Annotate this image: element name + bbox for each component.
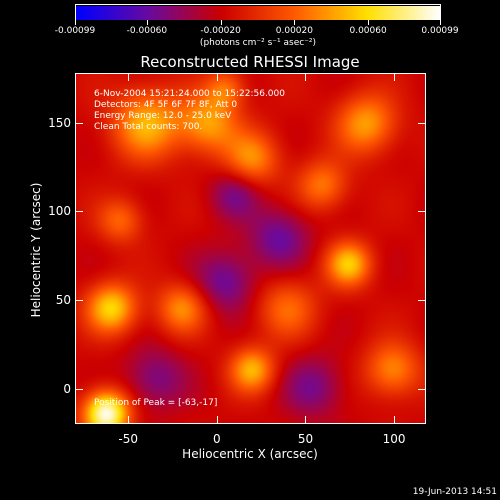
colorbar (75, 4, 441, 20)
x-tick (305, 416, 307, 424)
peak-position-label: Position of Peak = [-63,-17] (94, 398, 218, 408)
colorbar-tick-label: 0.00099 (421, 26, 459, 36)
x-tick (394, 416, 396, 424)
y-tick (418, 388, 426, 390)
colorbar-tick-label: 0.00020 (275, 26, 313, 36)
x-axis-label: Heliocentric X (arcsec) (182, 447, 318, 461)
x-tick (216, 73, 218, 81)
y-tick-label: 150 (48, 115, 71, 130)
annotation-time-range: 6-Nov-2004 15:21:24.000 to 15:22:56.000 (94, 89, 285, 99)
colorbar-tick (75, 20, 76, 25)
annotation-detectors: Detectors: 4F 5F 6F 7F 8F, Att 0 (94, 100, 238, 110)
y-tick-label: 50 (55, 292, 71, 307)
timestamp: 19-Jun-2013 14:51 (412, 487, 497, 497)
colorbar-tick-label: -0.00020 (200, 26, 241, 36)
colorbar-tick (368, 20, 370, 25)
x-tick-label: 0 (212, 432, 221, 446)
y-tick-label: 100 (48, 204, 71, 219)
plot-area (75, 73, 426, 424)
annotation-total-counts: Clean Total counts: 700. (94, 122, 203, 132)
x-tick (305, 73, 307, 81)
colorbar-tick (440, 20, 441, 25)
y-tick (75, 211, 83, 213)
annotation-energy-range: Energy Range: 12.0 - 25.0 keV (94, 111, 232, 121)
colorbar-tick-label: -0.00099 (54, 26, 96, 36)
x-tick (216, 416, 218, 424)
chart-title: Reconstructed RHESSI Image (140, 53, 360, 71)
y-tick-label: 0 (63, 381, 71, 396)
y-tick (418, 299, 426, 301)
x-tick-label: 100 (382, 432, 406, 446)
colorbar-tick-label: 0.00060 (349, 26, 387, 36)
y-tick (418, 122, 426, 124)
y-tick (75, 388, 83, 390)
y-tick (418, 211, 426, 213)
colorbar-tick (294, 20, 296, 25)
x-tick-label: -50 (118, 432, 138, 446)
x-tick (394, 73, 396, 81)
y-tick (75, 122, 83, 124)
heatmap-image (76, 74, 425, 423)
y-tick (75, 299, 83, 301)
colorbar-gradient (76, 6, 440, 20)
x-tick (128, 416, 130, 424)
y-axis-label: Heliocentric Y (arcsec) (29, 182, 43, 318)
colorbar-units: (photons cm⁻² s⁻¹ asec⁻²) (199, 38, 317, 48)
colorbar-tick (146, 20, 148, 25)
colorbar-tick (220, 20, 222, 25)
x-tick-label: 50 (297, 432, 314, 446)
x-tick (128, 73, 130, 81)
colorbar-tick-label: -0.00060 (126, 26, 168, 36)
